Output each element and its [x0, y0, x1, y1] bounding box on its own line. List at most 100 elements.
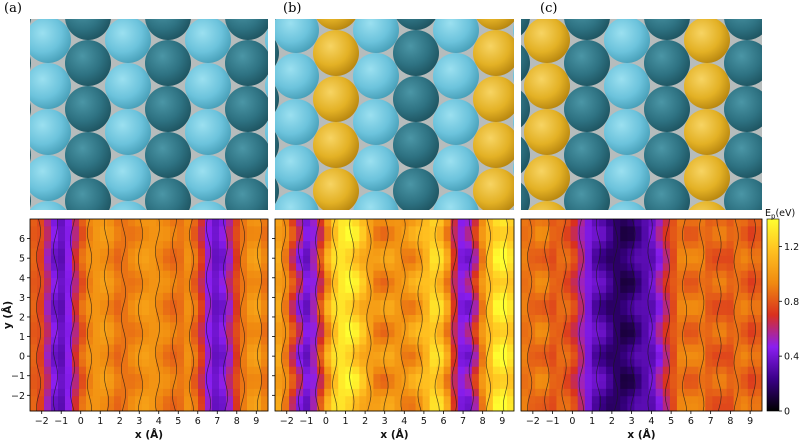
- heatmap-cell: [58, 322, 66, 331]
- heatmap-cell: [535, 219, 543, 227]
- heatmap-cell: [233, 315, 241, 323]
- atom-light: [185, 19, 231, 63]
- heatmap-cell: [247, 248, 255, 257]
- heatmap-cell: [436, 359, 445, 368]
- heatmap-cell: [542, 248, 550, 257]
- heatmap-cell: [86, 322, 94, 331]
- heatmap-cell: [691, 322, 699, 331]
- heatmap-cell: [740, 226, 749, 235]
- heatmap-cell: [72, 233, 80, 242]
- heatmap-cell: [655, 388, 664, 397]
- heatmap-cell: [492, 248, 501, 257]
- heatmap-cell: [289, 292, 297, 301]
- heatmap-cell: [247, 315, 255, 323]
- heatmap-cell: [584, 255, 593, 264]
- heatmap-cell: [226, 241, 234, 249]
- heatmap-cell: [156, 292, 164, 301]
- heatmap-cell: [662, 233, 671, 242]
- heatmap-cell: [698, 403, 706, 412]
- heatmap-cell: [233, 329, 241, 338]
- heatmap-cell: [310, 300, 318, 309]
- heatmap-cell: [598, 300, 607, 309]
- heatmap-cell: [408, 366, 416, 375]
- y-axis-label: y (Å): [1, 301, 14, 329]
- heatmap-cell: [457, 403, 466, 412]
- heatmap-cell: [747, 322, 756, 331]
- heatmap-cell: [457, 285, 466, 294]
- atom-gold: [473, 122, 514, 168]
- heatmap-cell: [177, 322, 185, 331]
- heatmap-cell: [226, 351, 234, 360]
- heatmap-cell: [205, 233, 213, 242]
- heatmap-cell: [114, 396, 122, 405]
- heatmap-cell: [331, 219, 339, 227]
- heatmap-cell: [149, 278, 157, 286]
- heatmap-cell: [177, 388, 185, 397]
- heatmap-cell: [506, 329, 515, 338]
- heatmap-cell: [359, 381, 367, 390]
- heatmap-cell: [86, 329, 94, 338]
- heatmap-cell: [754, 388, 763, 397]
- heatmap-cell: [198, 248, 206, 257]
- atom-light: [275, 53, 319, 99]
- heatmap-cell: [606, 381, 614, 390]
- heatmap-cell: [149, 300, 157, 309]
- heatmap-cell: [135, 344, 143, 353]
- heatmap-cell: [205, 366, 213, 375]
- heatmap-cell: [338, 351, 346, 360]
- heatmap-cell: [380, 344, 388, 353]
- heatmap-cell: [563, 263, 572, 272]
- heatmap-cell: [135, 219, 143, 227]
- heatmap-cell: [387, 366, 395, 375]
- atom-dark: [30, 194, 31, 208]
- heatmap-cell: [65, 374, 73, 382]
- heatmap-cell: [107, 337, 115, 345]
- heatmap-cell: [317, 315, 325, 323]
- heatmap-cell: [570, 359, 579, 368]
- heatmap-cell: [705, 359, 713, 368]
- heatmap-cell: [58, 315, 66, 323]
- heatmap-cell: [662, 337, 671, 345]
- heatmap-cell: [556, 270, 564, 279]
- heatmap-cell: [100, 374, 108, 382]
- heatmap-cell: [177, 396, 185, 405]
- heatmap-cell: [373, 219, 381, 227]
- heatmap-cell: [506, 226, 515, 235]
- heatmap-cell: [478, 396, 487, 405]
- heatmap-cell: [394, 322, 402, 331]
- heatmap-cell: [163, 292, 171, 301]
- heatmap-cell: [72, 285, 80, 294]
- heatmap-cell: [380, 248, 388, 257]
- heatmap-cell: [450, 219, 459, 227]
- heatmap-cell: [535, 322, 543, 331]
- heatmap-cell: [676, 388, 685, 397]
- heatmap-cell: [93, 263, 101, 272]
- heatmap-cell: [275, 285, 283, 294]
- heatmap-cell: [669, 388, 678, 397]
- heatmap-cell: [233, 300, 241, 309]
- heatmap-cell: [261, 292, 269, 301]
- heatmap-cell: [641, 233, 649, 242]
- heatmap-cell: [443, 322, 452, 331]
- heatmap-cell: [563, 278, 572, 286]
- atom-light: [265, 74, 268, 98]
- heatmap-cell: [58, 374, 66, 382]
- heatmap-cell: [338, 263, 346, 272]
- heatmap-cell: [598, 292, 607, 301]
- heatmap-cell: [331, 307, 339, 316]
- heatmap-cell: [345, 292, 353, 301]
- heatmap-cell: [100, 270, 108, 279]
- heatmap-cell: [338, 366, 346, 375]
- heatmap-cell: [691, 329, 699, 338]
- heatmap-cell: [324, 300, 332, 309]
- heatmap-cell: [641, 344, 649, 353]
- heatmap-cell: [72, 403, 80, 412]
- heatmap-cell: [191, 248, 199, 257]
- heatmap-cell: [114, 307, 122, 316]
- heatmap-cell: [754, 241, 763, 249]
- heatmap-cell: [542, 255, 550, 264]
- heatmap-cell: [345, 226, 353, 235]
- heatmap-cell: [598, 226, 607, 235]
- heatmap-cell: [261, 255, 269, 264]
- heatmap-cell: [655, 344, 664, 353]
